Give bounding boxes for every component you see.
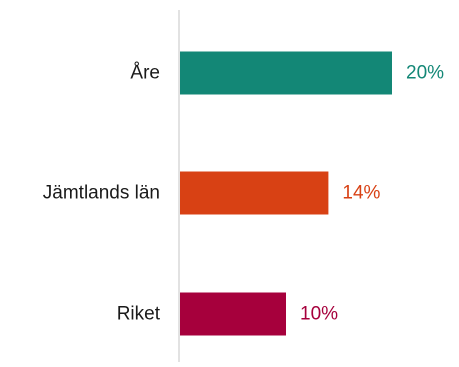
- bar-0: [180, 51, 392, 95]
- bar-group: Åre 20% Jämtlands län 14% Riket 10%: [43, 51, 444, 336]
- category-label-2: Riket: [117, 304, 161, 325]
- category-label-0: Åre: [130, 63, 160, 84]
- bar-1: [180, 171, 329, 215]
- category-label-1: Jämtlands län: [43, 183, 160, 204]
- value-label-1: 14%: [342, 183, 380, 204]
- value-label-2: 10%: [300, 304, 338, 325]
- value-label-0: 20%: [406, 63, 444, 84]
- bar-2: [180, 292, 286, 336]
